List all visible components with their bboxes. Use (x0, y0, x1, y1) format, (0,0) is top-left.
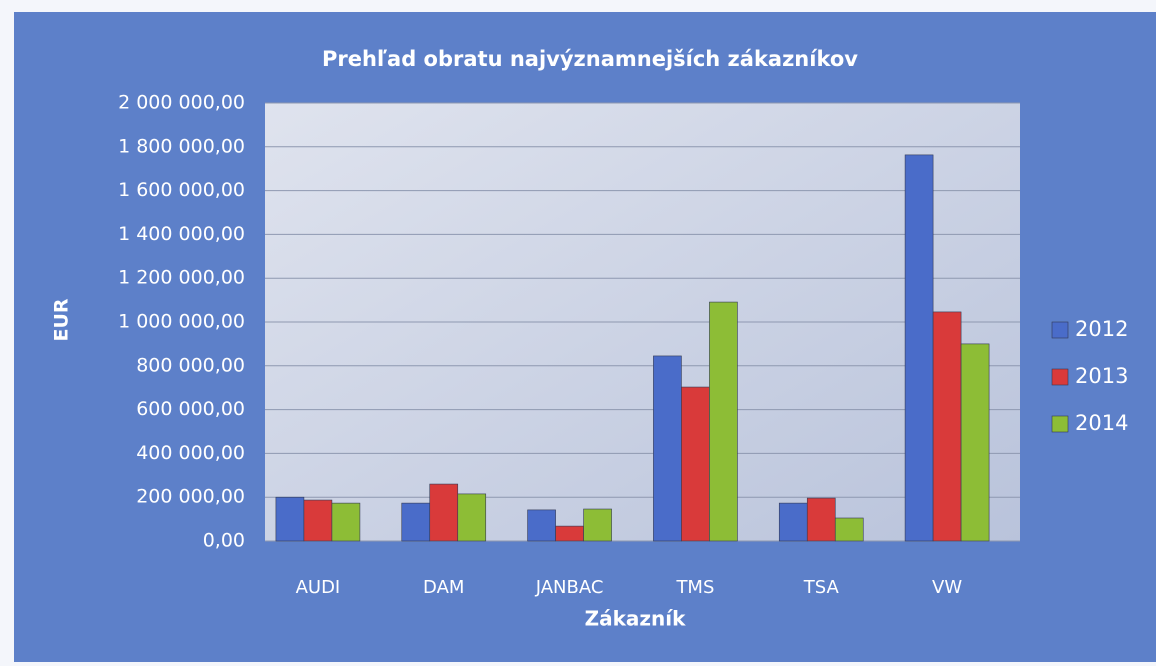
bar (834, 517, 864, 542)
bar (709, 301, 738, 542)
x-tick-label: VW (932, 577, 962, 598)
bar (331, 502, 361, 542)
bar (457, 493, 487, 542)
bar (527, 509, 556, 542)
y-tick-label: 1 400 000,00 (118, 223, 245, 245)
bar (275, 496, 305, 542)
y-tick-label: 1 200 000,00 (118, 267, 245, 289)
bar (960, 343, 990, 542)
y-tick-label: 400 000,00 (136, 442, 245, 464)
bar (303, 499, 333, 542)
bar (681, 386, 710, 542)
y-tick-label: 1 600 000,00 (118, 179, 245, 201)
bar (932, 311, 962, 542)
legend-swatch (1051, 321, 1069, 339)
bar (904, 154, 934, 542)
legend-label: 2014 (1075, 411, 1128, 435)
y-tick-label: 200 000,00 (136, 486, 245, 508)
bar (778, 502, 808, 542)
legend-label: 2012 (1075, 317, 1128, 341)
y-axis-label: EUR (51, 298, 73, 341)
x-tick-label: TMS (675, 577, 714, 598)
x-tick-label: AUDI (296, 577, 341, 598)
bar (806, 497, 836, 542)
bar (401, 502, 431, 542)
bar (583, 508, 612, 542)
x-axis-label: Zákazník (585, 607, 687, 631)
legend-swatch (1051, 415, 1069, 433)
legend-label: 2013 (1075, 364, 1128, 388)
bar (555, 525, 584, 542)
y-tick-label: 0,00 (203, 530, 245, 552)
y-tick-label: 2 000 000,00 (118, 92, 245, 114)
x-tick-label: DAM (423, 577, 464, 598)
x-tick-label: TSA (803, 577, 840, 598)
y-tick-label: 1 000 000,00 (118, 311, 245, 333)
bar (653, 355, 682, 542)
x-tick-label: JANBAC (535, 577, 604, 598)
y-tick-label: 600 000,00 (136, 398, 245, 420)
y-tick-label: 800 000,00 (136, 354, 245, 376)
chart-title: Prehľad obratu najvýznamnejších zákazník… (322, 47, 858, 71)
legend-swatch (1051, 368, 1069, 386)
bar (429, 483, 459, 542)
y-tick-label: 1 800 000,00 (118, 135, 245, 157)
